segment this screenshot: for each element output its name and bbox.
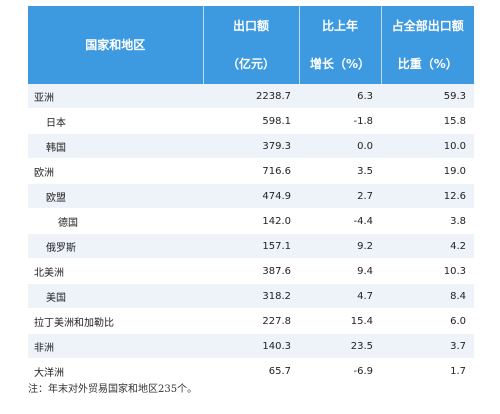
row-name: 亚洲 [28, 84, 203, 109]
row-share: 15.8 [381, 108, 474, 134]
row-growth: -4.4 [299, 208, 381, 234]
row-share: 12.6 [381, 183, 474, 209]
row-share: 3.8 [381, 208, 474, 234]
row-export: 387.6 [203, 258, 299, 284]
row-growth: 2.7 [299, 183, 381, 209]
row-share: 4.2 [381, 233, 474, 259]
export-table-container: 国家和地区 出口额 （亿元） 比上年 增长（%） 占全部出口额 比重（%） 亚洲 [28, 6, 474, 384]
row-growth: 3.5 [299, 158, 381, 184]
row-growth: 15.4 [299, 308, 381, 334]
header-share-label: 占全部出口额 [391, 19, 464, 33]
header-share-unit: 比重（%） [397, 57, 458, 71]
header-export-label: 出口额 [232, 19, 269, 33]
row-share: 59.3 [381, 84, 474, 109]
row-growth: 4.7 [299, 283, 381, 309]
row-export: 157.1 [203, 233, 299, 259]
table-row: 俄罗斯 157.1 9.2 4.2 [28, 233, 474, 259]
table-body: 亚洲 2238.7 6.3 59.3 日本 598.1 -1.8 15.8 韩国… [28, 84, 474, 384]
header-region: 国家和地区 [28, 6, 204, 84]
table-row: 拉丁美洲和加勒比 227.8 15.4 6.0 [28, 308, 474, 334]
table-row: 非洲 140.3 23.5 3.7 [28, 333, 474, 359]
row-growth: 0.0 [299, 133, 381, 159]
table-row: 韩国 379.3 0.0 10.0 [28, 133, 474, 159]
row-growth: 6.3 [299, 84, 381, 109]
table-row: 亚洲 2238.7 6.3 59.3 [28, 84, 474, 109]
row-name: 北美洲 [28, 258, 203, 284]
table-row: 欧洲 716.6 3.5 19.0 [28, 158, 474, 184]
table-row: 大洋洲 65.7 -6.9 1.7 [28, 358, 474, 384]
row-export: 379.3 [203, 133, 299, 159]
row-name: 俄罗斯 [28, 233, 203, 259]
header-share: 占全部出口额 比重（%） [381, 6, 474, 84]
row-name: 非洲 [28, 333, 203, 359]
table-footnote: 注：年末对外贸易国家和地区235个。 [28, 384, 198, 395]
row-share: 10.0 [381, 133, 474, 159]
header-export-unit: （亿元） [226, 57, 275, 71]
row-export: 142.0 [203, 208, 299, 234]
row-name: 德国 [28, 208, 203, 234]
header-region-label: 国家和地区 [85, 38, 146, 52]
row-growth: -6.9 [299, 358, 381, 384]
row-export: 65.7 [203, 358, 299, 384]
header-growth-unit: 增长（%） [309, 57, 371, 71]
row-name: 美国 [28, 283, 203, 309]
row-name: 日本 [28, 108, 203, 134]
row-growth: -1.8 [299, 108, 381, 134]
row-name: 大洋洲 [28, 358, 203, 384]
row-share: 1.7 [381, 358, 474, 384]
row-export: 227.8 [203, 308, 299, 334]
row-export: 474.9 [203, 183, 299, 209]
table-row: 北美洲 387.6 9.4 10.3 [28, 258, 474, 284]
row-growth: 23.5 [299, 333, 381, 359]
row-export: 140.3 [203, 333, 299, 359]
row-name: 韩国 [28, 133, 203, 159]
row-export: 318.2 [203, 283, 299, 309]
row-name: 欧洲 [28, 158, 203, 184]
header-growth: 比上年 增长（%） [299, 6, 382, 84]
table-row: 日本 598.1 -1.8 15.8 [28, 108, 474, 134]
row-export: 598.1 [203, 108, 299, 134]
header-growth-label: 比上年 [321, 19, 358, 33]
header-export: 出口额 （亿元） [203, 6, 300, 84]
export-by-region-table: 国家和地区 出口额 （亿元） 比上年 增长（%） 占全部出口额 比重（%） 亚洲 [28, 6, 474, 384]
row-name: 拉丁美洲和加勒比 [28, 308, 203, 334]
table-header: 国家和地区 出口额 （亿元） 比上年 增长（%） 占全部出口额 比重（%） [28, 6, 474, 84]
row-export: 2238.7 [203, 84, 299, 109]
row-share: 8.4 [381, 283, 474, 309]
table-row: 欧盟 474.9 2.7 12.6 [28, 183, 474, 209]
row-share: 19.0 [381, 158, 474, 184]
table-row: 德国 142.0 -4.4 3.8 [28, 208, 474, 234]
row-share: 6.0 [381, 308, 474, 334]
row-share: 3.7 [381, 333, 474, 359]
row-share: 10.3 [381, 258, 474, 284]
row-export: 716.6 [203, 158, 299, 184]
row-name: 欧盟 [28, 183, 203, 209]
row-growth: 9.2 [299, 233, 381, 259]
table-row: 美国 318.2 4.7 8.4 [28, 283, 474, 309]
row-growth: 9.4 [299, 258, 381, 284]
